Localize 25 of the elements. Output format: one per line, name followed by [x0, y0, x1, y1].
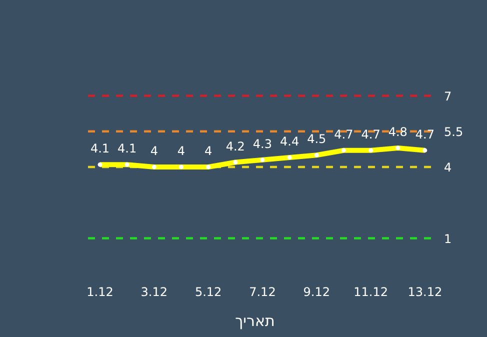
data-label: 4.7: [334, 127, 354, 142]
x-tick-label: 7.12: [249, 285, 276, 299]
x-tick-label: 9.12: [303, 285, 330, 299]
x-tick-label: 11.12: [354, 285, 388, 299]
data-label: 4.7: [415, 127, 435, 142]
x-tick-label: 1.12: [86, 285, 114, 299]
data-label: 4.8: [388, 125, 408, 139]
data-label: 4: [177, 144, 186, 158]
data-label: 4.7: [361, 127, 380, 142]
ref-line-label: 4: [444, 160, 452, 174]
data-label: 4.5: [307, 132, 326, 146]
data-label: 4.3: [252, 136, 272, 151]
ref-line-label: 5.5: [444, 124, 464, 139]
ref-line-label: 7: [444, 89, 452, 104]
x-tick-label: 3.12: [140, 285, 168, 299]
data-label: 4.1: [118, 142, 137, 156]
data-label: 4: [204, 144, 212, 158]
data-label: 4.1: [90, 142, 110, 156]
data-label: 4.4: [280, 134, 300, 148]
data-label: 4.2: [226, 139, 245, 154]
x-axis-title: תאריך: [235, 312, 275, 330]
x-tick-label: 5.12: [194, 285, 222, 299]
ref-line-label: 1: [444, 232, 452, 246]
x-tick-label: 13.12: [408, 285, 442, 299]
data-label: 4: [150, 144, 158, 158]
